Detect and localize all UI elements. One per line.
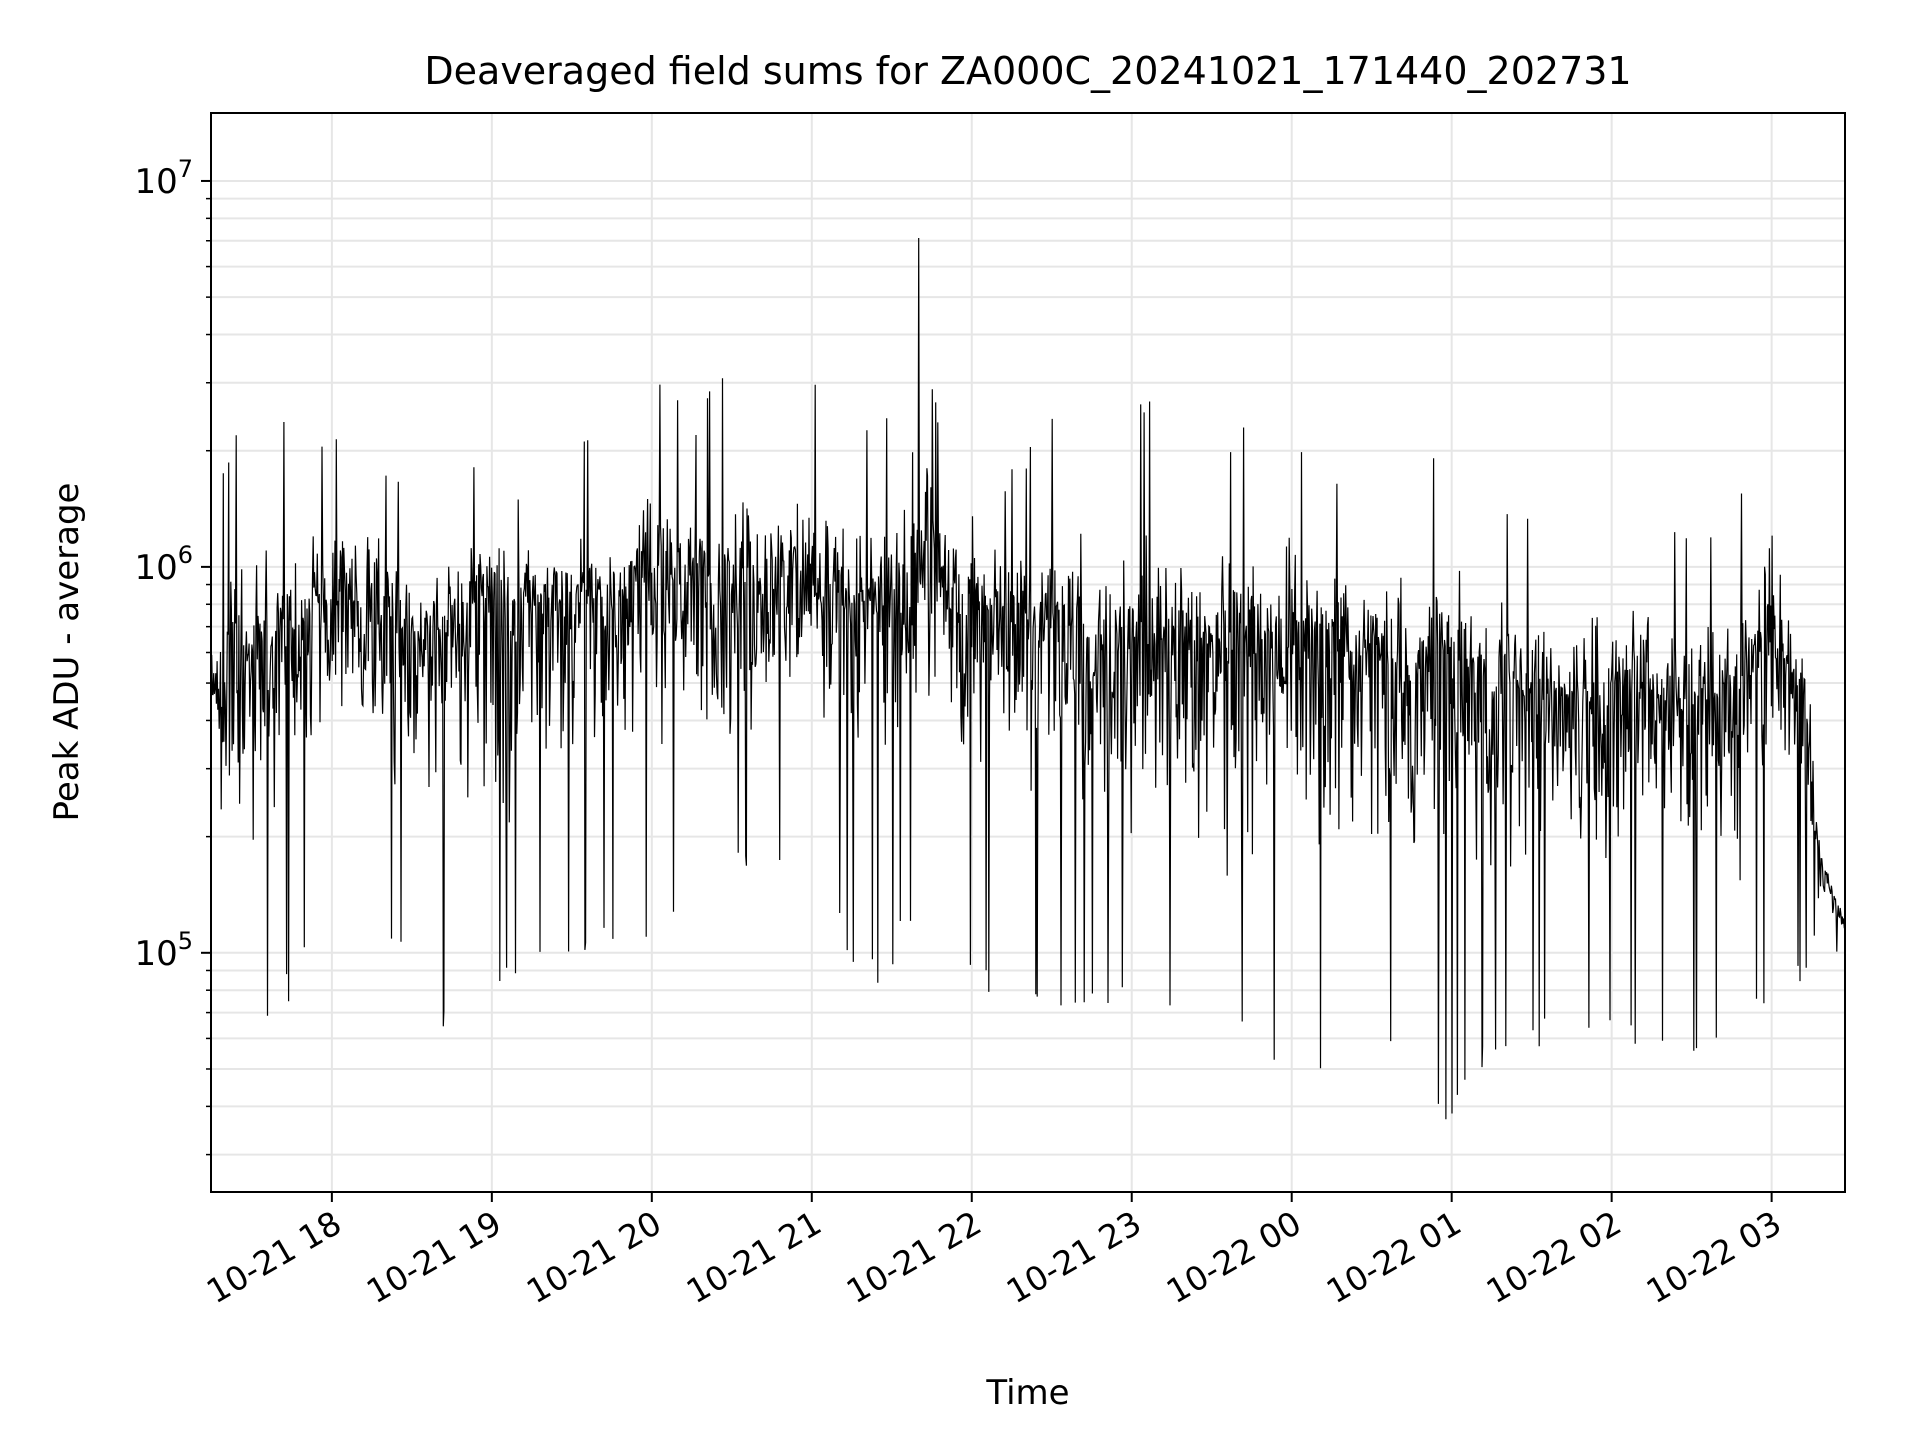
series-line bbox=[210, 237, 1846, 1120]
minor-gridlines bbox=[211, 197, 1845, 1156]
y-axis-ticks: 105 106 107 bbox=[134, 155, 211, 1156]
chart-title: Deaveraged field sums for ZA000C_2024102… bbox=[424, 49, 1631, 93]
y-tick-label: 107 bbox=[134, 155, 193, 202]
x-axis-label: Time bbox=[985, 1373, 1069, 1413]
series-layer bbox=[210, 237, 1846, 1120]
y-axis-label: Peak ADU - average bbox=[47, 483, 87, 822]
y-tick-label: 105 bbox=[134, 927, 193, 974]
y-tick-label: 106 bbox=[134, 541, 193, 588]
